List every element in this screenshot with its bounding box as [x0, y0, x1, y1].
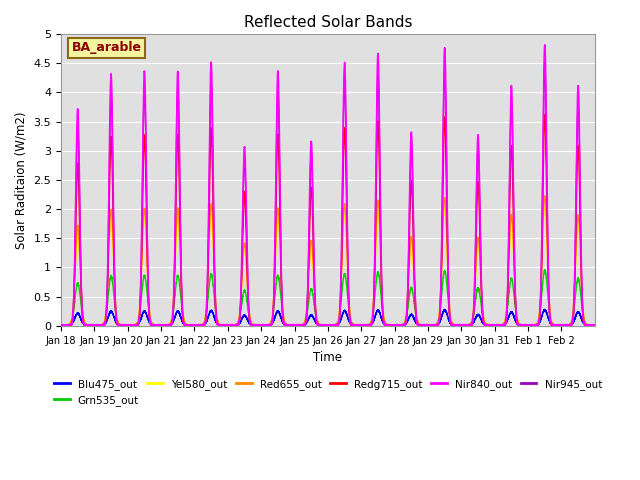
Y-axis label: Solar Raditaion (W/m2): Solar Raditaion (W/m2) — [15, 111, 28, 249]
Text: BA_arable: BA_arable — [72, 41, 141, 54]
X-axis label: Time: Time — [314, 351, 342, 364]
Legend: Blu475_out, Grn535_out, Yel580_out, Red655_out, Redg715_out, Nir840_out, Nir945_: Blu475_out, Grn535_out, Yel580_out, Red6… — [50, 375, 606, 410]
Title: Reflected Solar Bands: Reflected Solar Bands — [244, 15, 412, 30]
